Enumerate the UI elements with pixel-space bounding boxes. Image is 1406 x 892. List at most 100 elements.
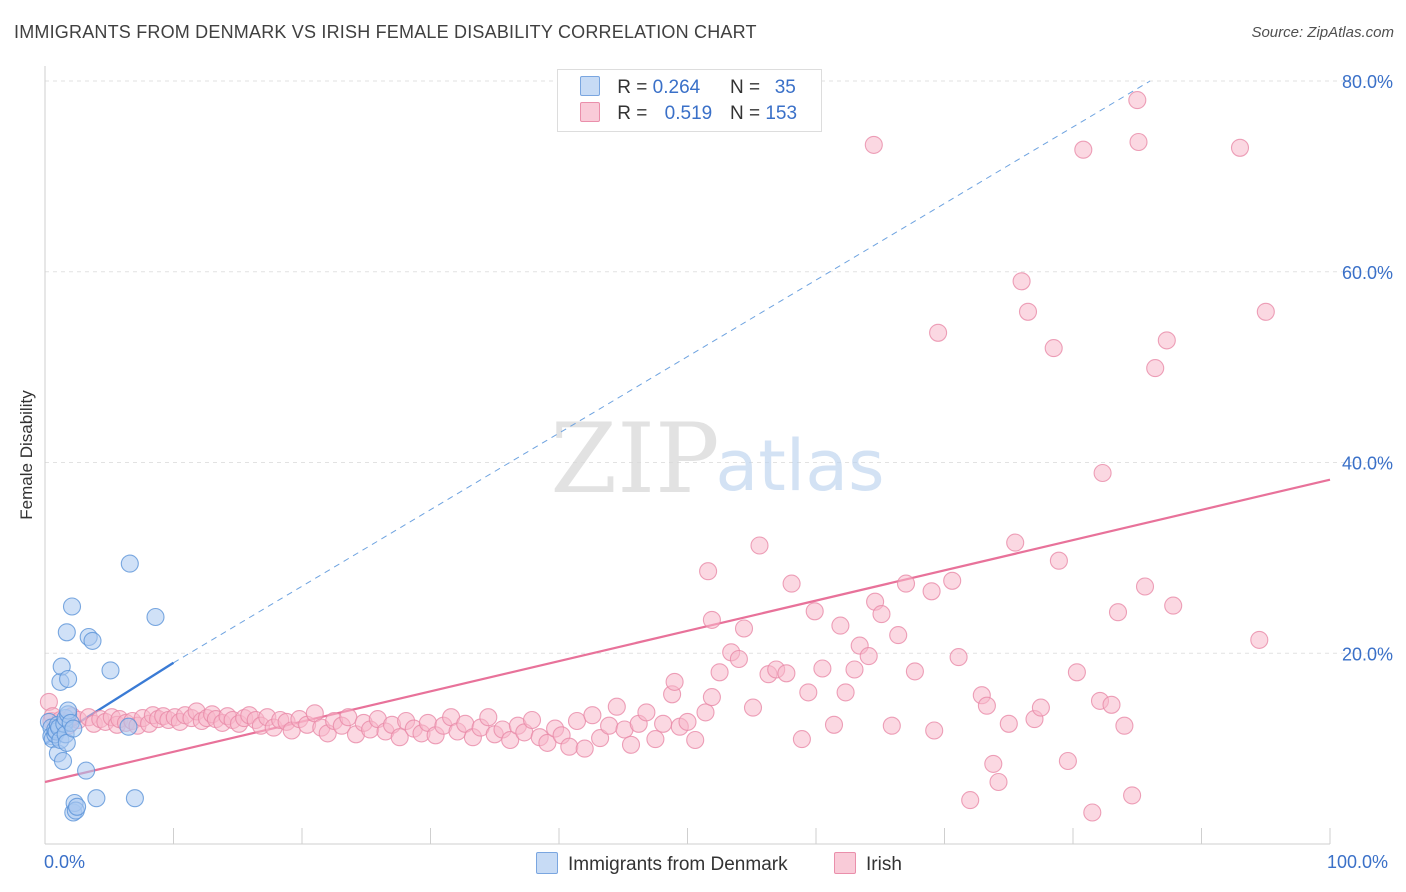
data-point-irish	[864, 135, 883, 154]
data-point-irish	[560, 737, 579, 756]
data-point-irish	[710, 663, 729, 682]
data-point-irish	[896, 574, 916, 593]
data-point-irish	[1012, 272, 1031, 291]
data-point-irish	[977, 696, 996, 715]
watermark-zip: ZIP	[550, 403, 719, 515]
series-label-denmark: Immigrants from Denmark	[568, 854, 788, 875]
data-point-irish	[882, 716, 901, 735]
legend-n-value-irish: 153	[765, 103, 798, 124]
data-point-denmark	[87, 789, 106, 808]
legend-n-value-denmark: 35	[774, 77, 796, 98]
data-point-irish	[1135, 577, 1155, 596]
data-point-irish	[729, 649, 748, 669]
series-label-irish: Irish	[866, 854, 902, 875]
data-point-denmark	[53, 751, 73, 771]
source-credit: Source: ZipAtlas.com	[1251, 24, 1394, 41]
data-point-irish	[813, 659, 832, 678]
data-point-irish	[831, 616, 850, 635]
legend-swatch-irish	[580, 102, 600, 122]
data-point-irish	[607, 697, 626, 716]
data-point-irish	[949, 648, 968, 667]
data-point-irish	[989, 772, 1008, 792]
data-point-irish	[702, 688, 721, 707]
data-point-irish	[390, 728, 409, 747]
legend-r-label: R =	[617, 103, 653, 124]
data-point-irish	[1102, 695, 1121, 714]
legend-n-label: N =	[729, 77, 766, 98]
data-point-irish	[1093, 463, 1112, 483]
x-tick-label-max: 100.0%	[1327, 852, 1389, 872]
data-point-irish	[961, 791, 980, 810]
data-point-irish	[929, 323, 948, 342]
data-point-irish	[702, 610, 721, 629]
series-swatch-denmark	[536, 852, 558, 874]
data-point-irish	[522, 710, 542, 730]
data-point-irish	[1129, 132, 1148, 152]
data-point-irish	[591, 729, 610, 748]
data-point-irish	[782, 574, 801, 593]
y-tick-label: 40.0%	[1342, 454, 1393, 474]
data-point-denmark	[57, 623, 76, 642]
legend-swatch-denmark	[580, 76, 600, 96]
data-point-denmark	[125, 789, 144, 808]
data-point-irish	[1018, 302, 1038, 321]
data-point-irish	[1115, 716, 1134, 735]
correlation-legend: R = 0.264 N = 35 R = 0.519 N = 153	[557, 69, 822, 132]
data-point-irish	[600, 716, 619, 735]
y-tick-label: 60.0%	[1342, 263, 1393, 283]
data-point-irish	[905, 662, 924, 681]
data-point-irish	[678, 712, 697, 731]
data-point-denmark	[64, 719, 83, 738]
data-point-irish	[686, 730, 705, 750]
data-point-irish	[1123, 786, 1142, 805]
data-point-denmark	[101, 661, 120, 680]
data-point-irish	[1031, 698, 1050, 717]
series-legend-denmark: Immigrants from Denmark	[536, 852, 788, 876]
data-point-irish	[922, 582, 941, 601]
data-point-irish	[583, 706, 602, 725]
legend-r-value-irish: 0.519	[664, 103, 713, 124]
data-point-irish	[1128, 91, 1147, 110]
data-point-irish	[999, 714, 1018, 733]
data-point-irish	[1083, 803, 1102, 822]
data-point-irish	[799, 683, 818, 702]
legend-r-label: R =	[617, 77, 653, 98]
legend-n-label: N =	[729, 103, 766, 124]
data-point-irish	[1164, 596, 1183, 615]
data-point-irish	[665, 672, 684, 691]
data-point-irish	[1256, 302, 1275, 321]
data-point-irish	[1049, 551, 1068, 570]
chart-title: IMMIGRANTS FROM DENMARK VS IRISH FEMALE …	[14, 22, 757, 42]
data-point-denmark	[59, 669, 78, 689]
data-point-irish	[621, 735, 641, 754]
data-point-irish	[750, 536, 769, 555]
data-point-irish	[339, 708, 358, 727]
data-point-denmark	[120, 554, 139, 573]
data-point-irish	[637, 703, 656, 722]
data-point-irish	[792, 730, 811, 749]
data-point-irish	[646, 730, 665, 749]
data-point-irish	[824, 715, 844, 734]
data-point-irish	[501, 730, 520, 750]
data-point-irish	[889, 626, 908, 645]
y-tick-label: 80.0%	[1342, 72, 1393, 92]
data-point-irish	[696, 703, 715, 722]
data-point-irish	[567, 711, 587, 731]
x-tick-label-min: 0.0%	[44, 852, 86, 872]
data-point-irish	[654, 714, 673, 733]
data-point-irish	[872, 605, 891, 624]
data-point-irish	[859, 647, 878, 666]
data-point-irish	[1230, 138, 1250, 157]
data-point-denmark	[62, 597, 82, 616]
series-legend-irish: Irish	[834, 852, 902, 876]
data-point-irish	[1074, 140, 1093, 159]
data-point-irish	[1044, 339, 1063, 358]
data-point-irish	[734, 619, 754, 638]
legend-row-irish: R = 0.519 N = 153	[580, 102, 805, 128]
data-point-denmark	[146, 607, 165, 627]
series-swatch-irish	[834, 852, 856, 874]
data-point-irish	[836, 683, 855, 702]
data-point-denmark	[68, 797, 87, 816]
data-point-irish	[743, 698, 763, 717]
